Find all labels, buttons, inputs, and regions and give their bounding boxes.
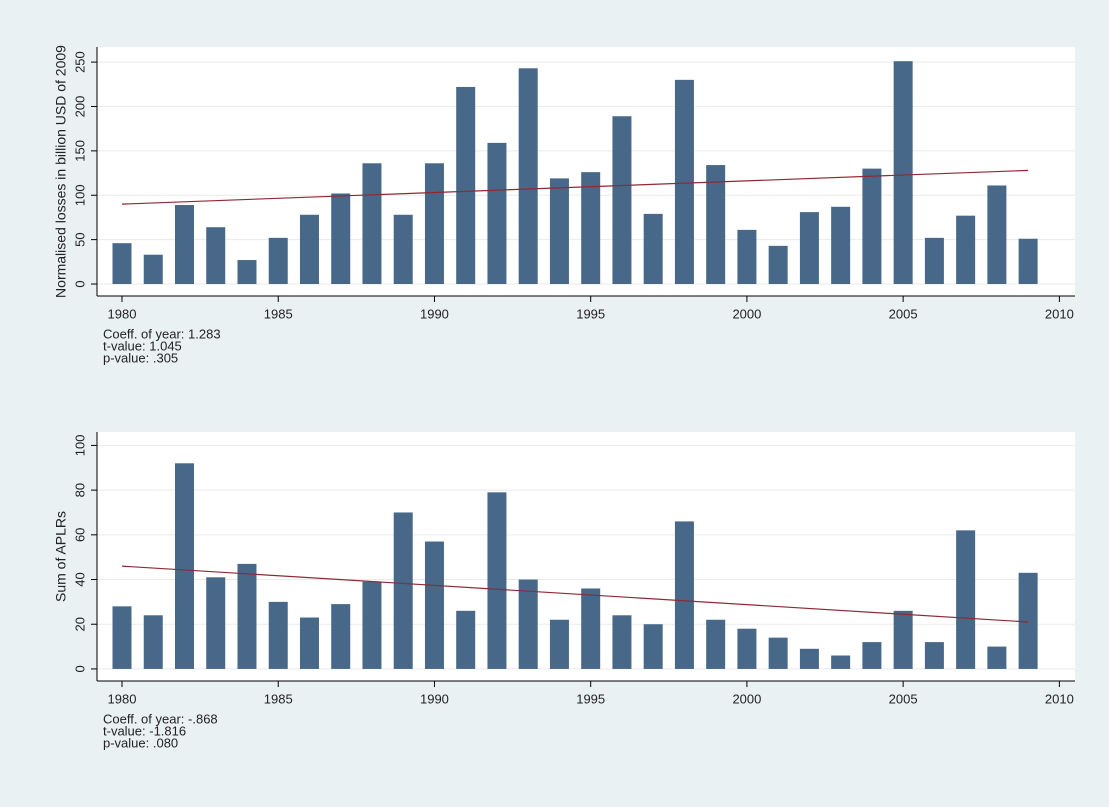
- bar: [643, 213, 663, 285]
- y-tick-label: 250: [72, 51, 87, 73]
- bar: [518, 68, 538, 285]
- bar: [143, 615, 163, 669]
- bar: [1018, 572, 1038, 669]
- bar: [112, 606, 132, 669]
- bar: [549, 619, 569, 669]
- y-tick-label: 40: [72, 572, 87, 586]
- x-tick-label: 2005: [889, 306, 918, 321]
- y-tick-label: 0: [72, 665, 87, 672]
- x-tick-label: 1990: [420, 691, 449, 706]
- y-tick-label: 100: [72, 184, 87, 206]
- y-tick-label: 60: [72, 528, 87, 542]
- bar: [424, 163, 444, 285]
- trend-line: [121, 565, 1029, 623]
- bar: [206, 577, 226, 669]
- bar: [831, 655, 851, 669]
- bar: [768, 245, 788, 285]
- bar: [893, 610, 913, 669]
- bar: [706, 165, 726, 285]
- annotation: p-value: .080: [103, 735, 178, 750]
- x-tick-label: 1980: [108, 306, 137, 321]
- bar: [612, 615, 632, 669]
- bar: [331, 604, 351, 669]
- bar: [143, 254, 163, 285]
- bar: [268, 601, 288, 669]
- bar: [362, 163, 382, 285]
- y-tick-label: 50: [72, 232, 87, 246]
- bar: [799, 648, 819, 669]
- bar: [987, 185, 1007, 285]
- annotation: t-value: -1.816: [103, 723, 186, 738]
- bar: [331, 193, 351, 285]
- bar: [799, 212, 819, 285]
- bar: [237, 563, 257, 669]
- annotation: t-value: 1.045: [103, 338, 182, 353]
- bar: [393, 214, 413, 285]
- bar: [362, 581, 382, 669]
- bar: [549, 178, 569, 285]
- bar: [1018, 238, 1038, 285]
- bar: [893, 61, 913, 285]
- bar: [768, 637, 788, 669]
- bar: [487, 142, 507, 285]
- bar: [237, 260, 257, 285]
- bar: [393, 512, 413, 669]
- y-axis-label: Normalised losses in billion USD of 2009: [53, 45, 69, 298]
- y-tick-label: 20: [72, 617, 87, 631]
- bar: [643, 624, 663, 669]
- annotation: p-value: .305: [103, 350, 178, 365]
- bar: [674, 79, 694, 285]
- x-tick-label: 2000: [732, 691, 761, 706]
- bar: [456, 86, 476, 285]
- bar: [518, 579, 538, 669]
- x-tick-label: 2005: [889, 691, 918, 706]
- bar: [581, 588, 601, 669]
- bar: [987, 646, 1007, 669]
- x-tick-label: 2000: [732, 306, 761, 321]
- bar: [174, 463, 194, 669]
- x-tick-label: 1985: [264, 306, 293, 321]
- bar: [862, 642, 882, 669]
- bar: [924, 237, 944, 285]
- y-axis-label: Sum of APLRs: [53, 511, 69, 602]
- bar: [956, 530, 976, 669]
- x-tick-label: 2010: [1045, 691, 1074, 706]
- bar: [424, 541, 444, 669]
- bar: [581, 172, 601, 285]
- x-tick-label: 1985: [264, 691, 293, 706]
- bar: [299, 214, 319, 285]
- y-tick-label: 150: [72, 140, 87, 162]
- bar: [456, 610, 476, 669]
- bar: [206, 227, 226, 285]
- x-tick-label: 1995: [576, 306, 605, 321]
- bar: [612, 116, 632, 285]
- x-tick-label: 1980: [108, 691, 137, 706]
- bar: [487, 492, 507, 669]
- bar: [924, 642, 944, 669]
- x-tick-label: 2010: [1045, 306, 1074, 321]
- x-tick-label: 1990: [420, 306, 449, 321]
- y-tick-label: 100: [72, 435, 87, 457]
- bar: [706, 619, 726, 669]
- bar: [831, 206, 851, 285]
- annotation: Coeff. of year: 1.283: [103, 326, 221, 341]
- annotation: Coeff. of year: -.868: [103, 711, 218, 726]
- bar: [956, 215, 976, 285]
- y-tick-label: 80: [72, 483, 87, 497]
- x-tick-label: 1995: [576, 691, 605, 706]
- bar: [737, 628, 757, 669]
- trend-line: [121, 169, 1029, 205]
- bar: [268, 237, 288, 285]
- bar: [674, 521, 694, 669]
- bar: [737, 229, 757, 285]
- bar: [112, 243, 132, 285]
- bar: [299, 617, 319, 669]
- bar: [174, 205, 194, 285]
- bar: [862, 168, 882, 285]
- y-tick-label: 0: [72, 280, 87, 287]
- y-tick-label: 200: [72, 96, 87, 118]
